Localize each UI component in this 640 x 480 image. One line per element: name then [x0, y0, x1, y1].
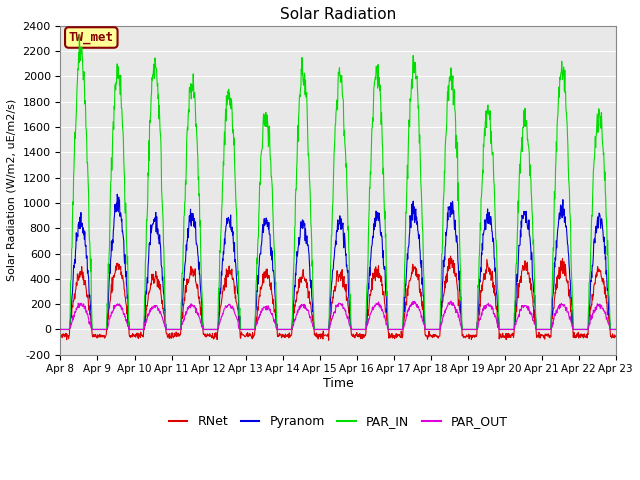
PAR_OUT: [424, 326, 432, 332]
Pyranom: [547, 326, 554, 332]
PAR_IN: [56, 326, 64, 332]
Pyranom: [180, 270, 188, 276]
Pyranom: [56, 326, 64, 332]
Line: PAR_OUT: PAR_OUT: [60, 301, 616, 329]
RNet: [425, 333, 433, 338]
Pyranom: [113, 192, 121, 197]
RNet: [547, 334, 554, 340]
Title: Solar Radiation: Solar Radiation: [280, 7, 396, 22]
RNet: [325, 337, 333, 343]
PAR_IN: [497, 326, 505, 332]
PAR_OUT: [242, 326, 250, 332]
Text: TW_met: TW_met: [69, 31, 114, 44]
Line: Pyranom: Pyranom: [60, 194, 616, 329]
PAR_IN: [612, 326, 620, 332]
Line: PAR_IN: PAR_IN: [60, 35, 616, 329]
X-axis label: Time: Time: [323, 377, 353, 390]
PAR_OUT: [447, 298, 455, 304]
Pyranom: [612, 326, 620, 332]
PAR_IN: [547, 326, 554, 332]
Pyranom: [243, 326, 250, 332]
Pyranom: [425, 326, 433, 332]
PAR_IN: [180, 213, 188, 218]
PAR_IN: [76, 32, 83, 37]
Line: RNet: RNet: [60, 256, 616, 340]
RNet: [612, 334, 620, 339]
Pyranom: [497, 326, 505, 332]
PAR_IN: [425, 326, 433, 332]
PAR_IN: [167, 326, 175, 332]
PAR_OUT: [612, 326, 620, 332]
RNet: [166, 334, 174, 339]
RNet: [180, 301, 188, 307]
Legend: RNet, Pyranom, PAR_IN, PAR_OUT: RNet, Pyranom, PAR_IN, PAR_OUT: [164, 410, 513, 433]
PAR_IN: [243, 326, 250, 332]
RNet: [447, 253, 454, 259]
Pyranom: [167, 326, 175, 332]
PAR_OUT: [497, 326, 505, 332]
PAR_OUT: [166, 326, 174, 332]
RNet: [242, 333, 250, 339]
PAR_OUT: [56, 326, 64, 332]
RNet: [498, 334, 506, 340]
Y-axis label: Solar Radiation (W/m2, uE/m2/s): Solar Radiation (W/m2, uE/m2/s): [7, 99, 17, 281]
RNet: [56, 333, 64, 338]
PAR_OUT: [180, 316, 188, 322]
PAR_OUT: [547, 326, 554, 332]
